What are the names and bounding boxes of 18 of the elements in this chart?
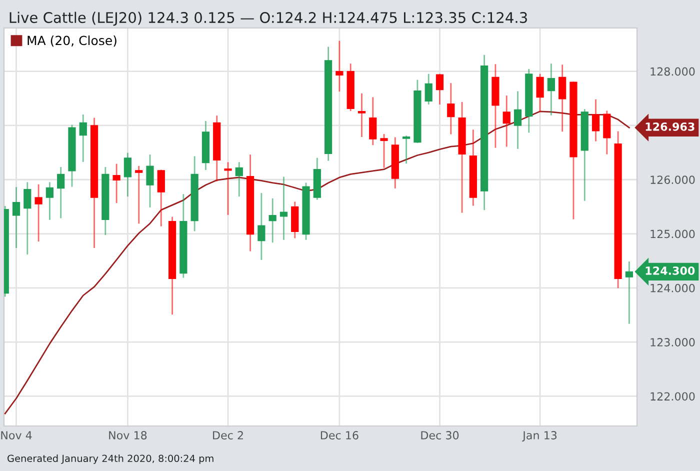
x-tick-label: Dec 2: [213, 431, 243, 440]
x-tick-label: Jan 13: [522, 431, 557, 442]
text: 126.963: [646, 122, 694, 131]
x-tick-label: Nov 4: [1, 431, 32, 440]
legend-label: MA (20, Close): [28, 36, 116, 47]
x-tick-label: Nov 18: [109, 431, 147, 440]
chart-title: Live Cattle (LEJ20) 124.3 0.125 — O:124.2 H:124.475 L:123.35 C:124.3: [10, 12, 527, 26]
y-tick-label: 128.000: [650, 67, 695, 76]
y-tick-label: 126.000: [650, 176, 695, 184]
line-series: [4, 110, 630, 414]
y-tick-label: 125.000: [650, 230, 695, 238]
y-tick-label: 124.000: [650, 284, 695, 292]
x-tick-label: Dec 30: [421, 431, 459, 440]
text: 124.300: [646, 266, 695, 275]
y-tick-label: 123.000: [650, 338, 695, 346]
text: Generated January 24th 2020, 8:00:24 pm: [8, 454, 214, 464]
y-tick-label: 122.000: [650, 392, 695, 401]
x-tick-label: Dec 16: [320, 431, 358, 440]
